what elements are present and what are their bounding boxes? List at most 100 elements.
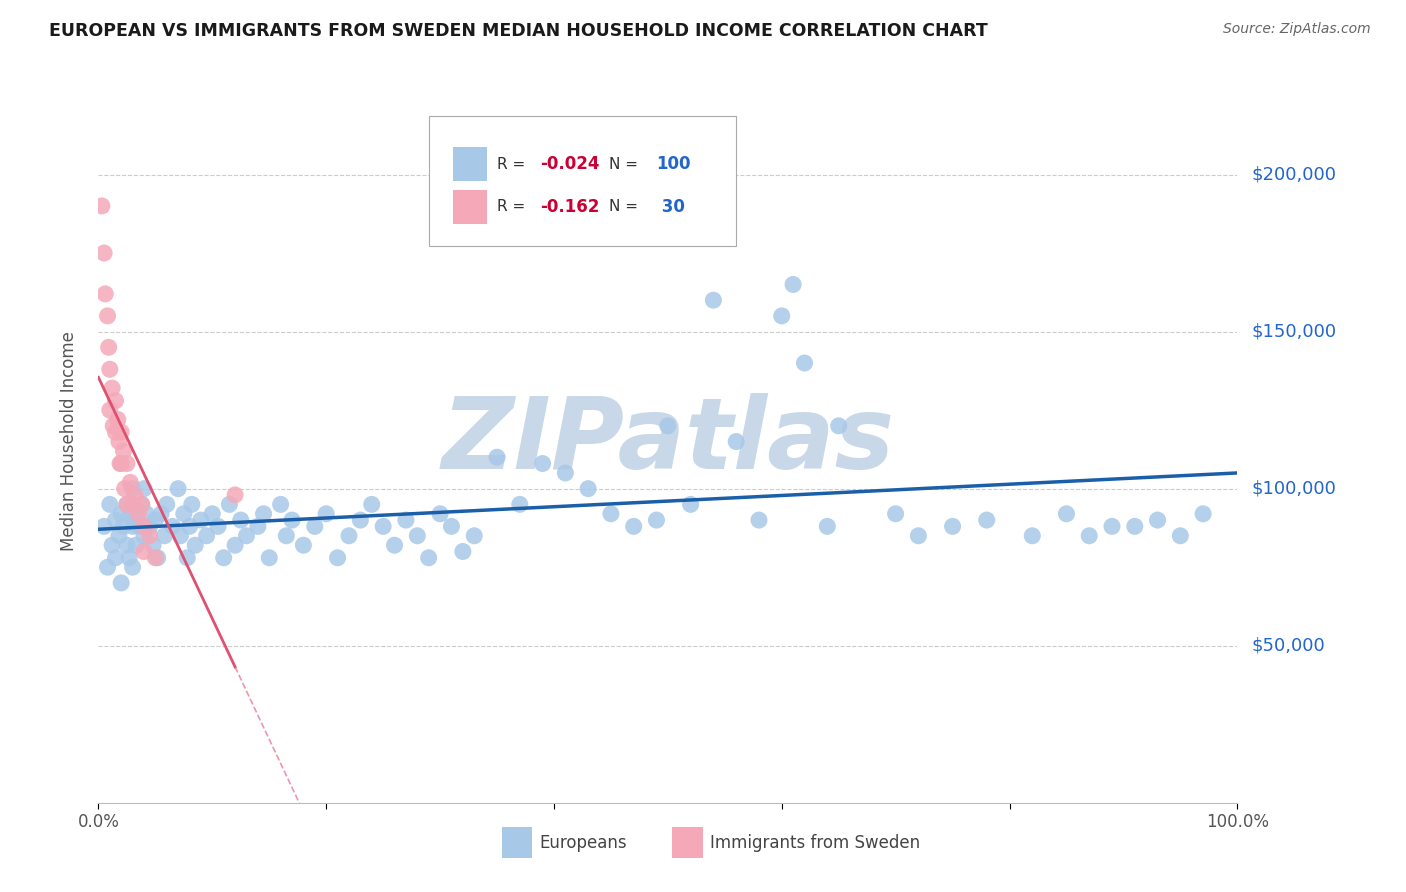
Point: [1078, 529, 1101, 543]
Point: [104, 425, 127, 439]
Point: [110, 457, 132, 471]
Point: [96, 560, 118, 574]
Point: [212, 550, 235, 565]
Point: [104, 550, 127, 565]
Point: [486, 450, 509, 465]
Text: R =: R =: [498, 200, 530, 214]
Point: [121, 560, 143, 574]
Point: [132, 482, 155, 496]
Point: [145, 513, 167, 527]
Point: [98, 403, 121, 417]
Point: [162, 519, 184, 533]
Text: Europeans: Europeans: [538, 833, 627, 852]
Point: [127, 507, 149, 521]
Point: [509, 497, 531, 511]
Point: [270, 497, 292, 511]
Point: [121, 482, 143, 496]
Point: [104, 393, 127, 408]
Point: [121, 519, 143, 533]
Point: [180, 497, 202, 511]
Point: [118, 550, 141, 565]
Point: [138, 519, 160, 533]
Point: [131, 497, 153, 511]
Point: [112, 444, 135, 458]
Text: $200,000: $200,000: [1251, 166, 1336, 184]
Point: [600, 507, 623, 521]
Point: [132, 519, 155, 533]
Point: [103, 418, 125, 433]
Point: [576, 482, 599, 496]
Point: [101, 381, 124, 395]
Text: -0.024: -0.024: [540, 155, 600, 173]
Point: [115, 457, 138, 471]
Point: [184, 538, 207, 552]
Point: [101, 538, 124, 552]
Point: [156, 497, 179, 511]
Point: [97, 340, 120, 354]
Point: [127, 519, 149, 533]
Point: [623, 519, 645, 533]
Point: [976, 513, 998, 527]
Point: [94, 286, 117, 301]
Point: [259, 550, 281, 565]
Point: [531, 457, 554, 471]
Point: [179, 519, 201, 533]
Text: 100: 100: [657, 155, 690, 173]
Point: [645, 513, 668, 527]
Point: [138, 529, 160, 543]
Point: [115, 538, 138, 552]
Point: [252, 507, 274, 521]
Point: [418, 550, 440, 565]
Point: [201, 507, 224, 521]
Text: ZIPatlas: ZIPatlas: [441, 393, 894, 490]
Text: N =: N =: [609, 200, 643, 214]
Point: [942, 519, 965, 533]
Point: [132, 544, 155, 558]
Point: [782, 277, 804, 292]
Point: [93, 519, 115, 533]
Point: [770, 309, 793, 323]
Point: [115, 497, 138, 511]
Point: [114, 482, 136, 496]
Point: [169, 529, 191, 543]
Point: [440, 519, 463, 533]
Text: $50,000: $50,000: [1251, 637, 1324, 655]
Point: [218, 497, 240, 511]
Point: [167, 482, 190, 496]
Text: 30: 30: [657, 198, 685, 216]
Point: [371, 519, 394, 533]
Text: EUROPEAN VS IMMIGRANTS FROM SWEDEN MEDIAN HOUSEHOLD INCOME CORRELATION CHART: EUROPEAN VS IMMIGRANTS FROM SWEDEN MEDIA…: [49, 22, 988, 40]
Point: [132, 529, 155, 543]
Point: [1021, 529, 1043, 543]
Point: [406, 529, 429, 543]
Point: [108, 434, 131, 449]
Point: [1146, 513, 1168, 527]
Y-axis label: Median Household Income: Median Household Income: [59, 332, 77, 551]
Point: [125, 538, 148, 552]
Point: [115, 497, 138, 511]
Text: $150,000: $150,000: [1251, 323, 1336, 341]
Point: [120, 475, 142, 490]
Point: [108, 457, 131, 471]
Point: [110, 575, 132, 590]
Point: [281, 513, 304, 527]
Point: [142, 538, 165, 552]
Point: [793, 356, 815, 370]
Point: [326, 550, 349, 565]
Point: [121, 497, 143, 511]
Point: [292, 538, 315, 552]
Point: [235, 529, 257, 543]
Point: [110, 507, 132, 521]
Point: [429, 507, 451, 521]
Point: [110, 425, 132, 439]
Text: Source: ZipAtlas.com: Source: ZipAtlas.com: [1223, 22, 1371, 37]
Point: [150, 507, 173, 521]
FancyBboxPatch shape: [502, 828, 533, 858]
Point: [907, 529, 929, 543]
Point: [153, 529, 176, 543]
Point: [224, 538, 246, 552]
Point: [395, 513, 418, 527]
Point: [104, 513, 127, 527]
Point: [131, 497, 153, 511]
Point: [337, 529, 360, 543]
